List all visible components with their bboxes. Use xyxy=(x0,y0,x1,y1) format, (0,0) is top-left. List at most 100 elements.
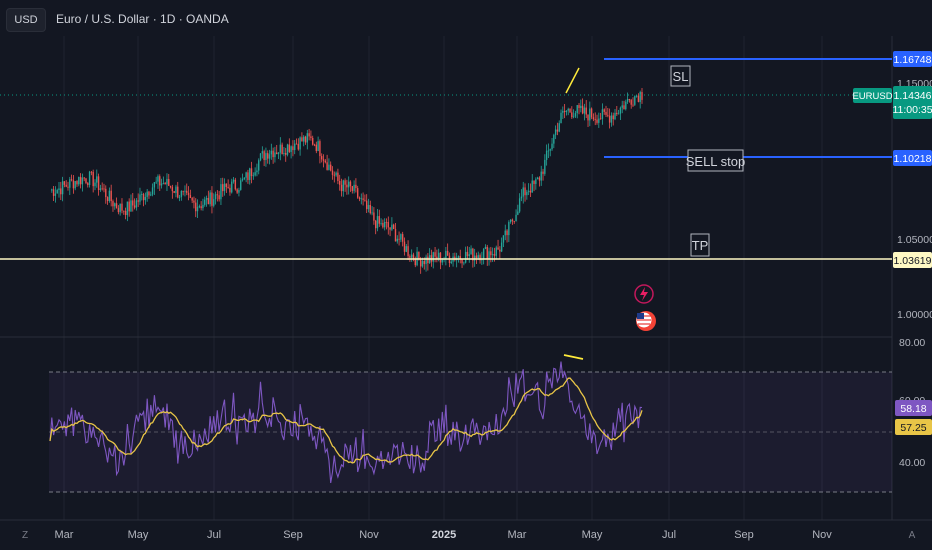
chart-header: USD Euro / U.S. Dollar · 1D · OANDA xyxy=(0,0,932,36)
candle-body xyxy=(218,195,220,200)
candle-body xyxy=(209,192,211,205)
svg-text:1.14346: 1.14346 xyxy=(894,90,932,102)
candle-body xyxy=(385,221,388,223)
candle-body xyxy=(499,249,501,252)
candle-body xyxy=(405,246,407,252)
candle-body xyxy=(457,256,460,258)
candle-body xyxy=(79,176,82,185)
candle-body xyxy=(115,203,118,209)
candle-body xyxy=(123,210,125,212)
candle-body xyxy=(222,184,224,192)
lightning-event-icon[interactable] xyxy=(634,284,654,304)
candle-body xyxy=(450,261,452,263)
candle-body xyxy=(227,186,229,188)
us-flag-event-icon[interactable] xyxy=(636,311,656,331)
candle-body xyxy=(400,234,402,240)
candle-body xyxy=(398,238,400,240)
sell-stop-annotation[interactable]: SELL stop xyxy=(686,149,746,172)
candle-body xyxy=(94,182,96,187)
candle-body xyxy=(545,150,548,160)
candle-body xyxy=(346,184,348,188)
candle-body xyxy=(151,187,154,195)
candle-body xyxy=(493,254,496,256)
candle-body xyxy=(599,118,602,120)
candle-body xyxy=(335,172,337,176)
candle-body xyxy=(216,194,219,196)
candle-body xyxy=(437,252,440,260)
timezone-icon[interactable]: Z xyxy=(22,530,28,541)
candle-body xyxy=(281,144,283,155)
rsi-tick-40: 40.00 xyxy=(899,457,925,469)
candle-body xyxy=(563,110,566,112)
candle-body xyxy=(484,246,487,250)
candle-body xyxy=(401,234,404,242)
candle-body xyxy=(497,247,499,250)
candle-body xyxy=(464,251,467,263)
candle-body xyxy=(479,255,481,261)
time-label-1: Mar xyxy=(55,529,74,541)
candle-body xyxy=(270,150,273,155)
candle-body xyxy=(412,254,415,260)
sl-annotation[interactable]: SL xyxy=(670,65,691,87)
candle-body xyxy=(286,144,289,155)
candle-body xyxy=(470,248,472,255)
candle-body xyxy=(202,204,204,209)
candle-body xyxy=(365,200,368,210)
candle-body xyxy=(641,92,643,100)
candle-body xyxy=(169,185,172,188)
candle-body xyxy=(434,252,436,257)
candle-body xyxy=(133,205,136,208)
candle-body xyxy=(574,113,577,117)
candle-body xyxy=(88,171,91,186)
auto-scale-icon[interactable]: A xyxy=(909,530,916,541)
candle-body xyxy=(526,191,528,196)
candle-body xyxy=(92,172,94,187)
candle-body xyxy=(195,202,197,212)
candle-body xyxy=(621,105,623,108)
candle-body xyxy=(148,191,150,196)
svg-text:1.03619: 1.03619 xyxy=(894,255,932,267)
candle-body xyxy=(371,212,373,214)
candle-body xyxy=(187,192,190,196)
candle-body xyxy=(477,255,479,259)
candle-body xyxy=(58,188,60,190)
candle-body xyxy=(562,110,564,113)
candle-body xyxy=(51,189,53,191)
rsi-divergence-line[interactable] xyxy=(563,354,584,360)
tp-annotation[interactable]: TP xyxy=(690,233,710,257)
candle-body xyxy=(114,203,116,207)
candle-body xyxy=(594,119,596,120)
candle-body xyxy=(556,129,559,132)
candle-body xyxy=(214,194,217,200)
candle-body xyxy=(495,247,497,256)
candle-body xyxy=(414,259,416,266)
candle-body xyxy=(506,230,508,236)
candle-body xyxy=(571,112,573,118)
candle-body xyxy=(500,242,503,252)
candle-body xyxy=(421,260,424,267)
candle-body xyxy=(193,200,195,203)
candle-body xyxy=(590,108,593,118)
candle-body xyxy=(490,251,492,256)
currency-button[interactable]: USD xyxy=(6,8,46,32)
candle-body xyxy=(339,181,341,185)
candle-body xyxy=(383,221,386,228)
candle-body xyxy=(544,159,546,174)
candle-body xyxy=(105,188,107,198)
candle-body xyxy=(236,189,238,193)
price-divergence-line[interactable] xyxy=(565,67,580,94)
candle-body xyxy=(580,105,582,109)
rsi-value-label: 58.18 xyxy=(895,400,932,416)
candle-body xyxy=(130,200,132,212)
candle-body xyxy=(509,219,512,223)
candle-body xyxy=(623,105,625,110)
candle-body xyxy=(425,256,427,265)
candle-body xyxy=(337,172,339,182)
candle-body xyxy=(240,180,242,190)
candle-body xyxy=(277,152,280,155)
candle-body xyxy=(313,144,316,146)
candle-body xyxy=(135,200,138,208)
candle-body xyxy=(353,184,355,191)
candle-body xyxy=(112,201,114,207)
